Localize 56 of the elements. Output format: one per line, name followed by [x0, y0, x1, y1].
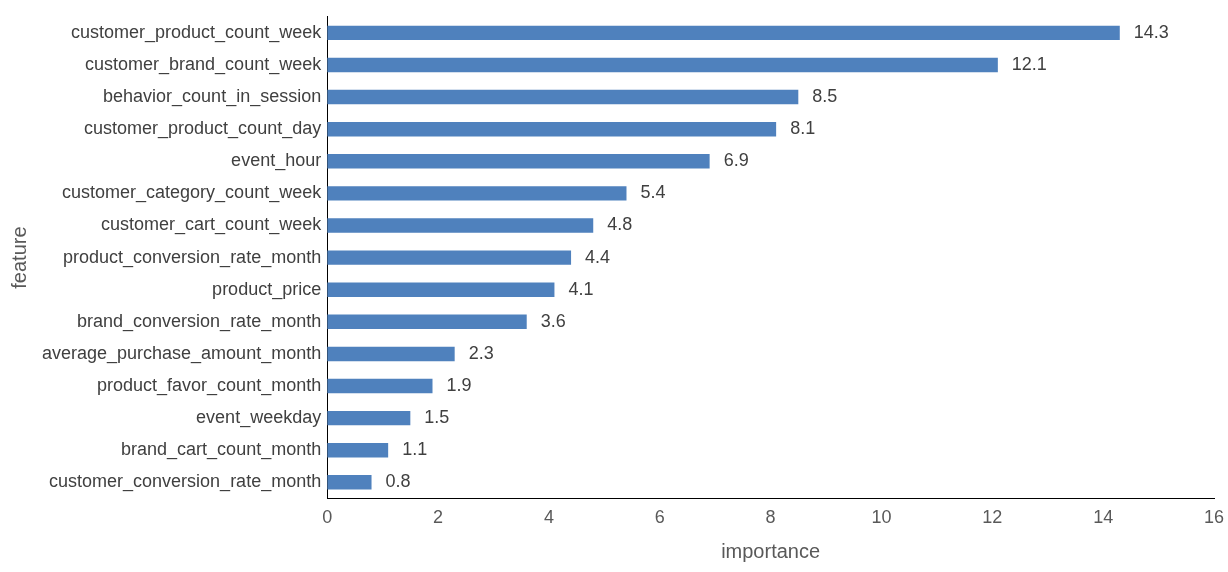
bar — [327, 25, 1120, 41]
bar — [327, 443, 389, 458]
bar — [327, 57, 998, 73]
data-label: 8.1 — [790, 118, 816, 139]
data-label: 14.3 — [1133, 21, 1169, 42]
y-tick-label: brand_conversion_rate_month — [77, 310, 322, 332]
data-label: 1.5 — [424, 407, 450, 428]
y-tick-label: customer_product_count_day — [84, 118, 322, 140]
x-tick-label: 10 — [871, 507, 892, 528]
y-tick-label: event_hour — [231, 150, 322, 172]
data-label: 6.9 — [723, 150, 749, 171]
bar — [327, 218, 594, 233]
data-label: 4.4 — [585, 246, 611, 267]
x-tick-label: 8 — [765, 507, 776, 528]
data-label: 4.1 — [568, 278, 594, 299]
y-tick-label: product_price — [212, 278, 322, 300]
y-tick-label: product_conversion_rate_month — [63, 246, 322, 268]
y-tick-label: behavior_count_in_session — [103, 86, 322, 108]
x-tick-label: 12 — [982, 507, 1003, 528]
data-label: 5.4 — [640, 182, 666, 203]
data-label: 0.8 — [385, 471, 411, 492]
bar — [327, 475, 372, 490]
y-axis-title: feature — [7, 226, 30, 289]
bar — [327, 89, 799, 105]
y-tick-label: event_weekday — [196, 407, 322, 429]
bar — [327, 250, 572, 265]
bar — [327, 410, 411, 426]
bar — [327, 154, 710, 169]
x-tick-label: 0 — [322, 507, 333, 528]
data-label: 2.3 — [468, 342, 494, 363]
data-label: 4.8 — [607, 214, 633, 235]
y-tick-label: customer_category_count_week — [62, 182, 323, 204]
bar — [327, 378, 433, 394]
x-tick-label: 16 — [1203, 507, 1225, 528]
data-label: 8.5 — [812, 86, 838, 107]
y-tick-label: customer_cart_count_week — [101, 214, 323, 236]
x-axis-title: importance — [721, 539, 821, 562]
data-label: 1.1 — [402, 439, 428, 460]
y-tick-label: average_purchase_amount_month — [41, 342, 322, 364]
y-tick-label: product_favor_count_month — [97, 375, 322, 396]
y-tick-label: customer_conversion_rate_month — [49, 471, 322, 493]
bar — [327, 121, 777, 137]
y-tick-label: customer_brand_count_week — [85, 53, 323, 75]
x-tick-label: 2 — [433, 507, 444, 528]
data-label: 3.6 — [540, 310, 566, 331]
data-label: 12.1 — [1011, 53, 1047, 74]
y-tick-label: customer_product_count_week — [71, 21, 323, 43]
x-tick-label: 4 — [543, 507, 554, 528]
x-tick-label: 6 — [654, 507, 665, 528]
bar — [327, 314, 527, 330]
x-tick-label: 14 — [1093, 507, 1114, 528]
data-label: 1.9 — [446, 375, 472, 395]
y-tick-label: brand_cart_count_month — [121, 439, 322, 461]
bar — [327, 282, 555, 297]
bar — [327, 186, 627, 201]
bar — [327, 346, 455, 362]
